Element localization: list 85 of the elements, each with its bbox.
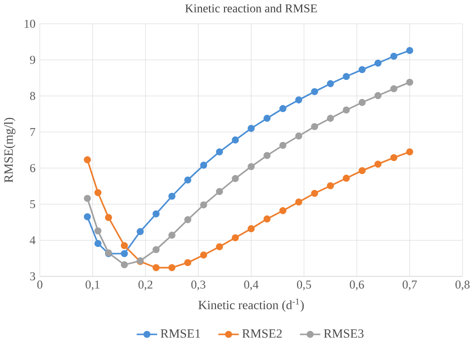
point: [152, 210, 160, 218]
point: [94, 188, 102, 196]
x-tick-label: 0,3: [191, 280, 206, 290]
x-tick-label: 0,8: [456, 280, 470, 290]
point: [374, 92, 382, 100]
x-axis-title: Kinetic reaction (d$^{-1}$): [198, 298, 304, 312]
point: [390, 85, 398, 92]
point: [216, 243, 224, 250]
x-tick-label: 0: [37, 280, 42, 289]
point: [279, 104, 286, 112]
point: [104, 214, 112, 221]
x-tick-label: 0,6: [350, 280, 364, 290]
point: [94, 227, 102, 234]
point: [264, 114, 271, 122]
point: [264, 215, 271, 222]
point: [311, 190, 318, 197]
point: [342, 72, 350, 80]
point: [94, 240, 102, 247]
point: [358, 166, 366, 174]
point: [311, 88, 318, 96]
y-tick-label: 8: [30, 92, 36, 100]
point: [184, 258, 192, 266]
point: [136, 228, 144, 236]
point: [406, 78, 414, 86]
point: [232, 136, 239, 144]
point: [279, 207, 286, 214]
point: [406, 148, 414, 156]
point: [184, 176, 192, 184]
point: [84, 213, 91, 220]
point: [168, 232, 176, 239]
point: [120, 250, 128, 258]
point: [200, 162, 208, 169]
point: [326, 80, 334, 88]
point: [311, 122, 318, 130]
y-tick-label: 7: [30, 128, 36, 136]
point: [84, 194, 91, 202]
point: [152, 246, 160, 254]
point: [342, 106, 350, 114]
point: [84, 156, 91, 164]
point: [232, 174, 239, 182]
point: [406, 46, 414, 54]
point: [295, 132, 302, 140]
point: [374, 160, 382, 168]
point: [232, 234, 239, 242]
point: [264, 152, 271, 159]
y-axis-title: RMSE(mg/l): [4, 118, 16, 182]
point: [184, 216, 192, 224]
x-tick-label: 0,4: [244, 280, 258, 290]
point: [326, 182, 334, 190]
point: [168, 192, 176, 200]
y-tick-label: 6: [30, 164, 36, 172]
x-tick-label: 0,7: [402, 280, 417, 290]
point: [279, 142, 286, 149]
x-tick-label: 0,5: [296, 280, 312, 290]
y-tick-label: 4: [30, 236, 36, 244]
y-tick-label: 9: [30, 56, 36, 64]
point: [295, 198, 302, 206]
point: [216, 188, 224, 195]
point: [216, 148, 224, 156]
chart-title: Kinetic reaction and RMSE: [185, 4, 317, 12]
point: [120, 242, 128, 250]
point: [248, 225, 255, 232]
y-tick-label: 3: [30, 272, 36, 280]
point: [342, 174, 350, 182]
point: [200, 201, 208, 208]
point: [200, 251, 208, 258]
point: [390, 154, 398, 162]
x-tick-label: 0,1: [86, 280, 100, 290]
y-tick-label: 5: [30, 200, 36, 208]
point: [358, 66, 366, 74]
point: [248, 163, 255, 170]
point: [152, 264, 160, 272]
legend-label: RMSE2: [242, 329, 282, 338]
point: [326, 114, 334, 122]
legend-label: RMSE3: [324, 329, 364, 338]
point: [390, 52, 398, 60]
x-tick-label: 0,2: [138, 280, 152, 290]
point: [248, 124, 255, 132]
point: [168, 264, 176, 272]
point: [374, 59, 382, 67]
point: [120, 261, 128, 268]
point: [358, 98, 366, 106]
point: [295, 96, 302, 104]
y-tick-label: 10: [24, 20, 36, 28]
legend-label: RMSE1: [160, 329, 200, 338]
